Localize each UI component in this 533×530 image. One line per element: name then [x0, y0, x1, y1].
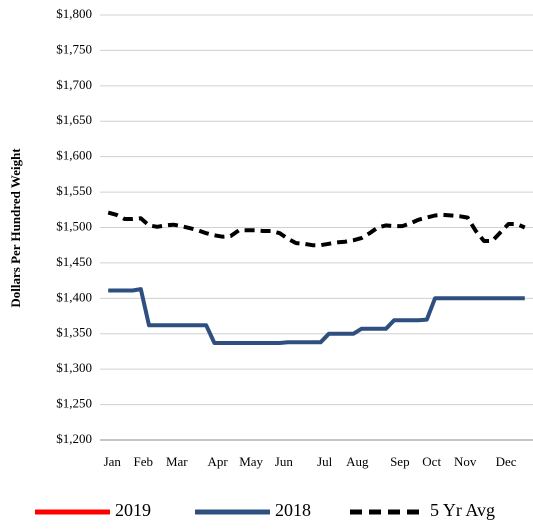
series-line — [107, 210, 526, 248]
legend-label: 2019 — [115, 500, 151, 520]
x-tick-label: Jun — [275, 454, 294, 469]
x-tick-label: Aug — [346, 454, 369, 469]
y-tick-label: $1,800 — [56, 6, 92, 21]
y-tick-label: $1,700 — [56, 77, 92, 92]
y-tick-label: $1,300 — [56, 360, 92, 375]
x-tick-label: Sep — [390, 454, 410, 469]
x-tick-label: Mar — [166, 454, 188, 469]
x-tick-label: Jan — [104, 454, 122, 469]
x-tick-label: Dec — [496, 454, 517, 469]
y-tick-label: $1,250 — [56, 396, 92, 411]
x-tick-label: Feb — [134, 454, 154, 469]
x-tick-label: Nov — [454, 454, 477, 469]
x-tick-label: May — [239, 454, 263, 469]
y-tick-label: $1,200 — [56, 431, 92, 446]
y-tick-label: $1,500 — [56, 218, 92, 233]
y-tick-label: $1,350 — [56, 325, 92, 340]
series-line — [108, 287, 525, 345]
y-tick-label: $1,550 — [56, 183, 92, 198]
x-tick-label: Apr — [208, 454, 229, 469]
y-tick-label: $1,600 — [56, 148, 92, 163]
y-tick-label: $1,650 — [56, 112, 92, 127]
y-axis-label: Dollars Per Hundred Weight — [8, 148, 23, 308]
legend-label: 2018 — [275, 500, 311, 520]
legend-label: 5 Yr Avg — [430, 500, 495, 520]
y-tick-label: $1,450 — [56, 254, 92, 269]
x-tick-label: Oct — [422, 454, 441, 469]
y-tick-label: $1,750 — [56, 41, 92, 56]
x-tick-label: Jul — [317, 454, 333, 469]
y-tick-label: $1,400 — [56, 289, 92, 304]
